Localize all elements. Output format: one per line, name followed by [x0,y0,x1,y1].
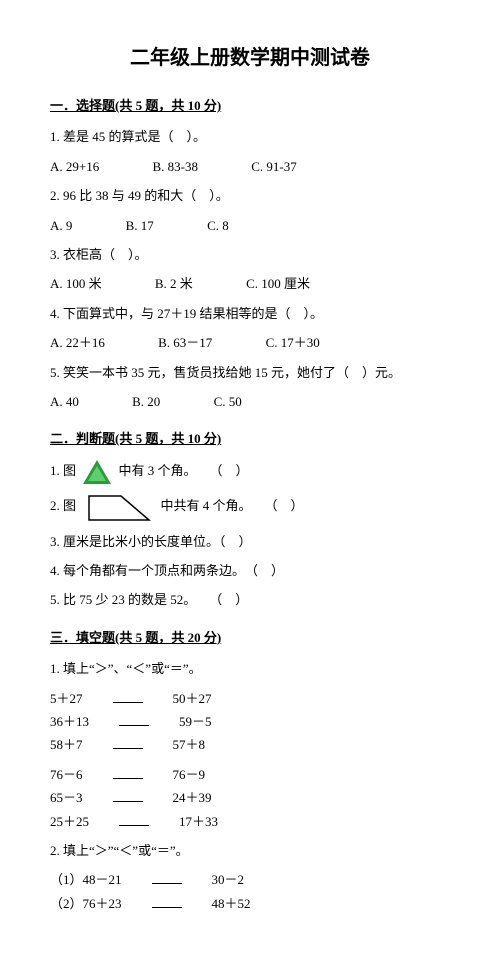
blank [113,788,143,802]
q2-opt-a: A. 9 [50,214,72,237]
judge-q2-prefix: 2. 图 [50,498,76,513]
r2c: 65－3 [50,786,83,809]
q1-opt-a: A. 29+16 [50,155,99,178]
r2f: 17＋33 [179,810,218,833]
section-1-heading: 一．选择题(共 5 题，共 10 分) [50,94,450,117]
r3a: （1）48－21 [50,868,122,891]
judge-q1-suffix: 中有 3 个角。 （ ） [119,463,249,478]
q3-opt-b: B. 2 米 [155,272,193,295]
blank [119,812,149,826]
r1d: 59－5 [179,710,212,733]
judge-q1-prefix: 1. 图 [50,463,76,478]
r3b: 30－2 [212,868,245,891]
q5-opt-c: C. 50 [214,390,242,413]
q4-text: 4. 下面算式中，与 27＋19 结果相等的是（ ）。 [50,302,450,325]
q4-opt-c: C. 17＋30 [266,331,320,354]
q5-options: A. 40 B. 20 C. 50 [50,390,450,413]
r2b: 76－9 [173,763,206,786]
r2a: 76－6 [50,763,83,786]
r3c: （2）76＋23 [50,892,122,915]
blank [152,894,182,908]
q1-opt-b: B. 83-38 [152,155,198,178]
q4-opt-a: A. 22＋16 [50,331,105,354]
judge-q1: 1. 图 中有 3 个角。 （ ） [50,459,450,484]
q4-options: A. 22＋16 B. 63－17 C. 17＋30 [50,331,450,354]
q2-opt-c: C. 8 [207,214,229,237]
fill-row-1: 5＋27 50＋27 36＋13 59－5 58＋7 57＋8 [50,687,450,757]
q1-options: A. 29+16 B. 83-38 C. 91-37 [50,155,450,178]
fill-row-2: 76－6 76－9 65－3 24＋39 25＋25 17＋33 [50,763,450,833]
q1-text: 1. 差是 45 的算式是（ ）。 [50,125,450,148]
q3-options: A. 100 米 B. 2 米 C. 100 厘米 [50,272,450,295]
r1b: 50＋27 [173,687,212,710]
judge-q5: 5. 比 75 少 23 的数是 52。 （ ） [50,588,450,611]
q2-opt-b: B. 17 [126,214,154,237]
judge-q2-suffix: 中共有 4 个角。 （ ） [161,498,304,513]
r2e: 25＋25 [50,810,89,833]
blank [113,689,143,703]
judge-q2: 2. 图 中共有 4 个角。 （ ） [50,490,450,524]
blank [113,735,143,749]
q1-opt-c: C. 91-37 [251,155,297,178]
fill-q2: 2. 填上“＞”“＜”或“＝”。 [50,839,450,862]
section-3-heading: 三．填空题(共 5 题，共 20 分) [50,626,450,649]
fill-row-3: （1）48－21 30－2 （2）76＋23 48＋52 [50,868,450,915]
blank [152,870,182,884]
judge-q3: 3. 厘米是比米小的长度单位。（ ） [50,530,450,553]
q5-text: 5. 笑笑一本书 35 元，售货员找给她 15 元，她付了（ ）元。 [50,361,450,384]
r1f: 57＋8 [173,733,206,756]
page-title: 二年级上册数学期中测试卷 [50,40,450,76]
judge-q4: 4. 每个角都有一个顶点和两条边。 （ ） [50,559,450,582]
r1a: 5＋27 [50,687,83,710]
q5-opt-a: A. 40 [50,390,79,413]
r2d: 24＋39 [173,786,212,809]
r3d: 48＋52 [212,892,251,915]
q4-opt-b: B. 63－17 [158,331,212,354]
triangle-icon [83,460,111,484]
blank [113,765,143,779]
r1e: 58＋7 [50,733,83,756]
q5-opt-b: B. 20 [132,390,160,413]
q3-opt-a: A. 100 米 [50,272,102,295]
q3-text: 3. 衣柜高（ ）。 [50,243,450,266]
q3-opt-c: C. 100 厘米 [246,272,310,295]
trapezoid-icon [83,490,153,524]
q2-options: A. 9 B. 17 C. 8 [50,214,450,237]
q2-text: 2. 96 比 38 与 49 的和大（ ）。 [50,184,450,207]
r1c: 36＋13 [50,710,89,733]
fill-q1: 1. 填上“＞”、“＜”或“＝”。 [50,657,450,680]
section-2-heading: 二．判断题(共 5 题，共 10 分) [50,427,450,450]
blank [119,712,149,726]
